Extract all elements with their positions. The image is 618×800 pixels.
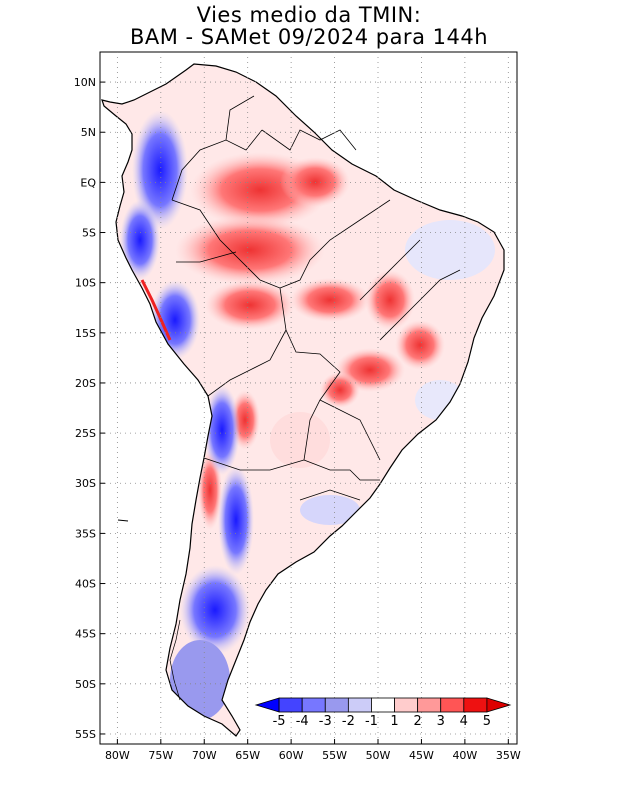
map-subtitle: BAM - SAMet 09/2024 para 144h bbox=[129, 25, 489, 49]
warm-anomaly bbox=[270, 412, 330, 468]
colorbar-segment bbox=[324, 697, 349, 713]
lat-tick-label: 55S bbox=[75, 728, 96, 741]
lat-tick-label: 15S bbox=[75, 327, 96, 340]
country-borders bbox=[171, 95, 461, 501]
colorbar-segment bbox=[301, 697, 326, 713]
cool-anomaly bbox=[300, 495, 360, 525]
lon-tick-label: 35W bbox=[496, 749, 521, 762]
colorbar-segment bbox=[463, 697, 488, 713]
colorbar-label: -1 bbox=[365, 714, 378, 729]
warm-anomaly bbox=[365, 270, 415, 330]
warm-anomaly bbox=[205, 280, 295, 330]
lat-tick-label: 30S bbox=[75, 477, 96, 490]
lat-tick-label: 40S bbox=[75, 578, 96, 591]
lon-tick-label: 60W bbox=[279, 749, 304, 762]
lon-tick-label: 55W bbox=[322, 749, 347, 762]
latitude-ticks: 10N 5N EQ 5S 10S 15S 20S 25S 30S 35S 40S 45S 50S 55S bbox=[74, 76, 105, 741]
lat-tick-label: 5S bbox=[82, 227, 96, 240]
cool-anomaly bbox=[405, 220, 495, 280]
warm-anomaly bbox=[175, 215, 325, 285]
lat-tick-label: 50S bbox=[75, 678, 96, 691]
lon-tick-label: 50W bbox=[366, 749, 391, 762]
lon-tick-label: 65W bbox=[235, 749, 260, 762]
lat-tick-label: 10S bbox=[75, 277, 96, 290]
lat-tick-label: 45S bbox=[75, 628, 96, 641]
lon-tick-label: 80W bbox=[105, 749, 130, 762]
coastline bbox=[101, 63, 505, 737]
lat-tick-label: 25S bbox=[75, 427, 96, 440]
lon-tick-label: 75W bbox=[148, 749, 173, 762]
colorbar-label: -2 bbox=[342, 714, 355, 729]
colorbar-label: -4 bbox=[296, 714, 309, 729]
lon-tick-label: 70W bbox=[192, 749, 217, 762]
colorbar-segment bbox=[394, 697, 419, 713]
cold-anomaly bbox=[204, 385, 240, 475]
lat-tick-label: 35S bbox=[75, 527, 96, 540]
colorbar-segment bbox=[347, 697, 372, 713]
cold-anomaly bbox=[120, 200, 160, 280]
colorbar: -5 -4 -3 -2 -1 1 2 3 4 5 bbox=[254, 697, 512, 729]
warm-anomaly bbox=[290, 278, 370, 322]
colorbar-label: 1 bbox=[390, 714, 398, 729]
colorbar-arrow-high bbox=[486, 697, 512, 713]
island bbox=[117, 519, 129, 522]
colorbar-label: 2 bbox=[413, 714, 421, 729]
cold-anomaly bbox=[170, 640, 230, 720]
cold-anomaly bbox=[180, 565, 250, 655]
lon-tick-label: 40W bbox=[452, 749, 477, 762]
cold-anomaly bbox=[132, 110, 188, 230]
colorbar-label: 4 bbox=[460, 714, 468, 729]
colorbar-segment bbox=[417, 697, 442, 713]
colorbar-label: -5 bbox=[273, 714, 286, 729]
colorbar-segment bbox=[440, 697, 465, 713]
colorbar-label: 3 bbox=[437, 714, 445, 729]
longitude-ticks: 80W 75W 70W 65W 60W 55W 50W 45W 40W 35W bbox=[105, 739, 521, 762]
lat-tick-label: 5N bbox=[81, 126, 96, 139]
colorbar-label: 5 bbox=[483, 714, 491, 729]
graticule bbox=[100, 52, 517, 744]
colorbar-segment bbox=[278, 697, 303, 713]
lat-tick-label: 20S bbox=[75, 377, 96, 390]
lat-tick-label: EQ bbox=[80, 176, 96, 189]
bias-field bbox=[102, 64, 504, 736]
warm-anomaly bbox=[395, 320, 445, 370]
lat-tick-label: 10N bbox=[74, 76, 96, 89]
chile-coast-islands bbox=[169, 619, 181, 701]
lon-tick-label: 45W bbox=[409, 749, 434, 762]
map-title: Vies medio da TMIN: bbox=[196, 3, 422, 27]
colorbar-label: -3 bbox=[319, 714, 332, 729]
colorbar-segment bbox=[371, 697, 395, 713]
cold-anomaly bbox=[218, 465, 254, 575]
warm-anomaly bbox=[320, 372, 360, 408]
